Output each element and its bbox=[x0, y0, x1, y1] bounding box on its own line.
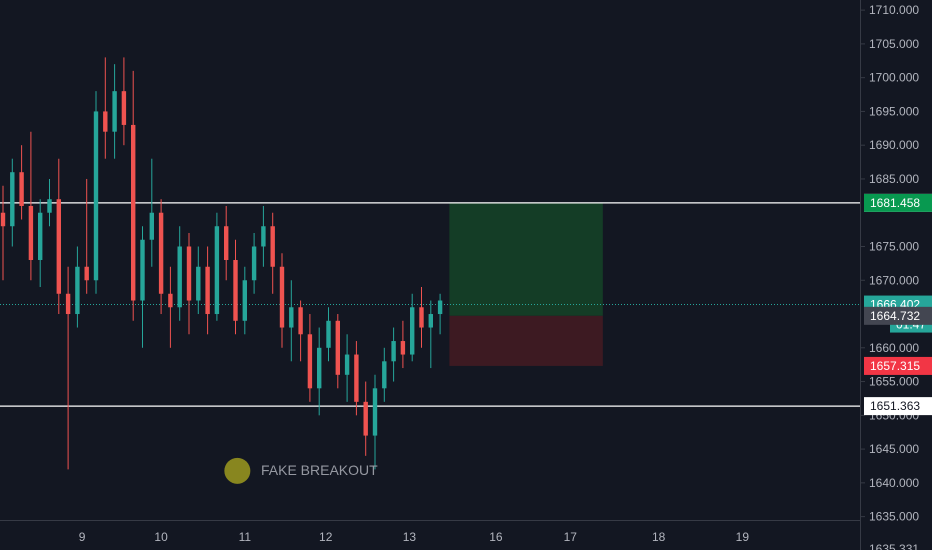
x-tick-label: 12 bbox=[319, 530, 333, 544]
candle-body bbox=[270, 226, 275, 267]
candle-body bbox=[131, 124, 136, 301]
partial-bottom-tick-label: 1635.331 bbox=[869, 542, 919, 550]
y-tick-label: 1710.000 bbox=[869, 3, 919, 17]
candle-body bbox=[354, 354, 359, 402]
candle-body bbox=[400, 341, 406, 355]
candle-body bbox=[382, 361, 387, 389]
stop-price-tag-box[interactable] bbox=[864, 356, 932, 375]
y-tick-label: 1675.000 bbox=[869, 239, 919, 253]
stop-price-tag: 1657.315 bbox=[870, 359, 920, 373]
target-price-tag: 1681.458 bbox=[870, 196, 920, 210]
entry-price-tag-box[interactable] bbox=[864, 306, 932, 325]
candle-body bbox=[233, 260, 238, 321]
x-tick-label: 18 bbox=[652, 530, 666, 544]
loss-zone[interactable] bbox=[449, 315, 603, 366]
candle-body bbox=[56, 199, 61, 294]
candle-body bbox=[298, 307, 303, 335]
target-price-tag-box[interactable] bbox=[864, 193, 932, 212]
y-tick-label: 1640.000 bbox=[869, 476, 919, 490]
hline-bottom-price-tag-box[interactable] bbox=[864, 397, 932, 416]
candle-body bbox=[289, 307, 294, 328]
fake-breakout-label[interactable]: FAKE BREAKOUT bbox=[261, 462, 378, 478]
x-tick-label: 10 bbox=[154, 530, 168, 544]
candle-body bbox=[317, 347, 322, 389]
y-tick-label: 1655.000 bbox=[869, 375, 919, 389]
candle-body bbox=[112, 91, 117, 132]
candle-body bbox=[0, 212, 6, 227]
x-tick-label: 9 bbox=[79, 530, 86, 544]
y-tick-label: 1700.000 bbox=[869, 71, 919, 85]
candle-body bbox=[47, 199, 52, 213]
candle-body bbox=[84, 266, 89, 281]
y-tick-label: 1685.000 bbox=[869, 172, 919, 186]
x-tick-label: 13 bbox=[403, 530, 417, 544]
candle-body bbox=[335, 320, 340, 375]
candle-body bbox=[186, 246, 192, 301]
candle-body bbox=[205, 266, 210, 315]
candle-body bbox=[19, 172, 24, 206]
candle-body bbox=[196, 266, 201, 301]
candle-body bbox=[251, 246, 257, 281]
candle-body bbox=[168, 293, 173, 308]
x-tick-label: 11 bbox=[239, 530, 252, 544]
entry-price-tag: 1664.732 bbox=[870, 309, 920, 323]
candle-body bbox=[75, 266, 80, 315]
candle-body bbox=[261, 226, 266, 247]
hline-bottom-price-tag: 1651.363 bbox=[870, 399, 920, 413]
candle-body bbox=[224, 226, 229, 260]
candle-body bbox=[279, 266, 285, 328]
x-tick-label: 19 bbox=[736, 530, 750, 544]
candle-body bbox=[419, 307, 424, 328]
candle-body bbox=[410, 307, 415, 355]
x-tick-label: 17 bbox=[564, 530, 578, 544]
candle-body bbox=[140, 239, 145, 301]
y-tick-label: 1690.000 bbox=[869, 138, 919, 152]
y-tick-label: 1705.000 bbox=[869, 37, 919, 51]
candle-body bbox=[93, 111, 99, 281]
candle-body bbox=[242, 280, 247, 321]
candle-body bbox=[391, 341, 396, 362]
candle-body bbox=[326, 320, 331, 348]
candle-body bbox=[372, 388, 378, 436]
candle-body bbox=[28, 205, 34, 260]
y-tick-label: 1670.000 bbox=[869, 273, 919, 287]
candle-body bbox=[307, 334, 313, 389]
candle-body bbox=[428, 314, 433, 328]
candle-body bbox=[344, 354, 350, 375]
candle-body bbox=[65, 293, 71, 315]
candle-body bbox=[121, 91, 127, 125]
candle-body bbox=[38, 212, 43, 260]
profit-zone[interactable] bbox=[449, 202, 603, 316]
x-tick-label: 16 bbox=[489, 530, 503, 544]
candle-body bbox=[149, 212, 154, 240]
y-tick-label: 1645.000 bbox=[869, 442, 919, 456]
candle-body bbox=[177, 246, 182, 308]
y-tick-label: 1660.000 bbox=[869, 341, 919, 355]
candle-body bbox=[363, 401, 368, 436]
candle-body bbox=[10, 172, 15, 227]
candle-body bbox=[158, 212, 164, 294]
fake-breakout-marker[interactable] bbox=[224, 457, 251, 484]
candle-body bbox=[214, 226, 220, 315]
y-tick-label: 1635.000 bbox=[869, 510, 919, 524]
candle-body bbox=[103, 111, 108, 132]
y-tick-label: 1695.000 bbox=[869, 104, 919, 118]
candle-body bbox=[437, 300, 443, 315]
